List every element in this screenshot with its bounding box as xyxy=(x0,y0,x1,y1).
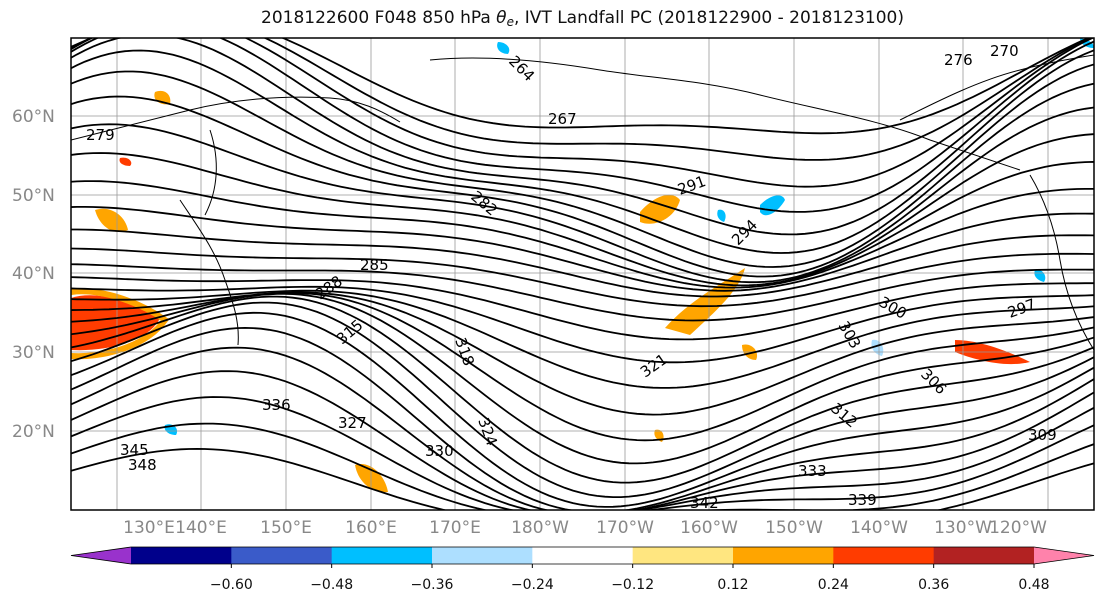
lon-label: 140°W xyxy=(850,518,908,538)
contour-label: 339 xyxy=(848,491,877,509)
theta-e-contour xyxy=(71,396,1094,510)
lat-label: 40°N xyxy=(12,264,55,284)
contour-label: 279 xyxy=(86,126,115,144)
colorbar-segment xyxy=(833,547,935,564)
lon-label: 120°W xyxy=(989,518,1047,538)
theta-e-contour xyxy=(71,301,1094,498)
colorbar-tick-label: −0.48 xyxy=(310,577,354,593)
theta-e-contour xyxy=(71,291,1094,416)
theta-e-contour xyxy=(71,295,1094,484)
theta-e-contour xyxy=(71,49,1094,254)
theta-e-contour xyxy=(71,38,1094,213)
theta-e-contour xyxy=(71,152,1094,287)
theta-e-contour xyxy=(71,370,1094,510)
colorbar-tick-label: −0.36 xyxy=(410,577,454,593)
colorbar xyxy=(70,546,1095,568)
contour-label: 327 xyxy=(338,414,367,432)
theta-e-contour xyxy=(71,38,1094,188)
lon-label: 160°W xyxy=(680,518,738,538)
colorbar-segment xyxy=(231,547,333,564)
coastlines xyxy=(71,54,1094,351)
colorbar-segment xyxy=(131,547,232,564)
colorbar-segment xyxy=(632,547,734,564)
lon-label: 150°E xyxy=(260,518,312,538)
map-title: 2018122600 F048 850 hPa θe, IVT Landfall… xyxy=(261,8,904,29)
theta-e-contour xyxy=(71,346,1094,510)
map-frame xyxy=(70,37,1095,511)
colorbar-segment xyxy=(331,547,433,564)
contour-label: 336 xyxy=(262,396,291,414)
contour-label: 333 xyxy=(798,462,827,480)
theta-e-contour xyxy=(71,289,1094,389)
lon-label: 160°E xyxy=(345,518,397,538)
contour-label: 330 xyxy=(425,442,454,460)
contour-label: 285 xyxy=(360,256,389,274)
contour-label: 342 xyxy=(690,494,719,512)
theta-e-contour xyxy=(71,311,1094,508)
lon-label: 170°E xyxy=(429,518,481,538)
lon-label: 130°W xyxy=(934,518,992,538)
colorbar-tick-label: 0.48 xyxy=(1018,577,1050,593)
theta-e-contour xyxy=(71,228,1094,298)
lat-label: 60°N xyxy=(12,107,55,127)
colorbar-tick-label: 0.36 xyxy=(918,577,950,593)
contour-label: 270 xyxy=(990,42,1019,60)
colorbar-tick-label: 0.12 xyxy=(717,577,749,593)
colorbar-extend-min xyxy=(71,547,131,564)
theta-e-contour xyxy=(71,38,1092,161)
theta-e-contour xyxy=(71,422,1094,510)
colorbar-segment xyxy=(733,547,834,564)
contour-label: 309 xyxy=(1028,426,1057,444)
lat-label: 20°N xyxy=(12,422,55,442)
theta-e-contour xyxy=(71,180,1094,289)
colorbar-tick-label: −0.24 xyxy=(510,577,554,593)
theta-e-contour xyxy=(71,263,1094,322)
theta-e-contour xyxy=(71,326,1094,510)
contour-label: 267 xyxy=(548,110,577,128)
colorbar-segment xyxy=(432,547,533,564)
colorbar-segment xyxy=(933,547,1035,564)
colorbar-extend-max xyxy=(1034,547,1094,564)
theta-e-contour xyxy=(71,285,1094,364)
colorbar-tick-label: −0.12 xyxy=(611,577,655,593)
theta-e-contour xyxy=(71,247,1094,308)
theta-e-contour xyxy=(71,38,1091,135)
map-plot-area xyxy=(71,38,1094,510)
contour-label: 345 xyxy=(120,441,149,459)
lon-label: 170°W xyxy=(596,518,654,538)
lat-label: 50°N xyxy=(12,186,55,206)
theta-e-contour xyxy=(71,38,1094,236)
colorbar-tick-label: 0.24 xyxy=(817,577,849,593)
theta-e-contour xyxy=(71,276,1094,341)
lon-label: 140°E xyxy=(175,518,227,538)
theta-e-contours xyxy=(71,38,1094,510)
contour-label: 276 xyxy=(944,51,973,69)
colorbar-tick-label: −0.60 xyxy=(209,577,253,593)
theta-e-contour xyxy=(71,293,1094,465)
contour-label: 348 xyxy=(128,456,157,474)
colorbar-segment xyxy=(532,547,634,564)
theta-e-contour xyxy=(71,123,1094,284)
theta-e-contour xyxy=(71,70,1094,268)
theta-e-contour xyxy=(71,447,1094,510)
lon-label: 130°E xyxy=(123,518,175,538)
lat-label: 30°N xyxy=(12,343,55,363)
lon-label: 180°W xyxy=(511,518,569,538)
lon-label: 150°W xyxy=(765,518,823,538)
theta-e-contour xyxy=(71,206,1094,292)
theta-e-contour xyxy=(71,95,1094,278)
